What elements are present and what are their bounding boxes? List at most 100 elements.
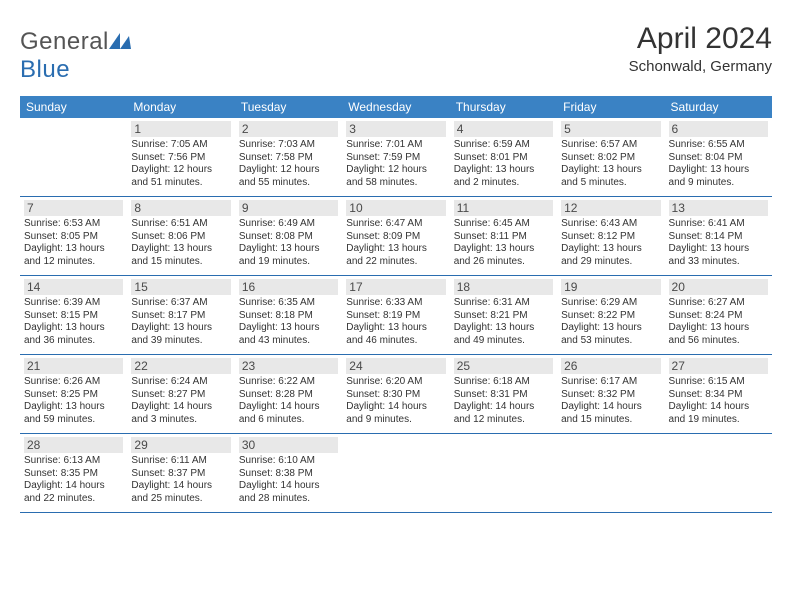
header: GeneralBlue April 2024 Schonwald, German…	[20, 22, 772, 84]
calendar-empty-cell	[450, 434, 557, 512]
weekday-header: Wednesday	[342, 96, 449, 118]
sunset-text: Sunset: 8:01 PM	[454, 152, 553, 165]
calendar-day-cell: 11Sunrise: 6:45 AMSunset: 8:11 PMDayligh…	[450, 197, 557, 275]
sunset-text: Sunset: 8:38 PM	[239, 468, 338, 481]
calendar-day-cell: 25Sunrise: 6:18 AMSunset: 8:31 PMDayligh…	[450, 355, 557, 433]
daylight-text: Daylight: 13 hours and 39 minutes.	[131, 322, 230, 347]
sunset-text: Sunset: 8:12 PM	[561, 231, 660, 244]
sunrise-text: Sunrise: 6:59 AM	[454, 139, 553, 152]
sunset-text: Sunset: 8:30 PM	[346, 389, 445, 402]
day-number: 22	[131, 358, 230, 374]
day-info: Sunrise: 6:17 AMSunset: 8:32 PMDaylight:…	[561, 376, 660, 426]
sunset-text: Sunset: 8:05 PM	[24, 231, 123, 244]
sunset-text: Sunset: 8:35 PM	[24, 468, 123, 481]
sunrise-text: Sunrise: 6:45 AM	[454, 218, 553, 231]
sunset-text: Sunset: 8:32 PM	[561, 389, 660, 402]
sunrise-text: Sunrise: 7:05 AM	[131, 139, 230, 152]
calendar-day-cell: 4Sunrise: 6:59 AMSunset: 8:01 PMDaylight…	[450, 118, 557, 196]
location-label: Schonwald, Germany	[629, 58, 772, 75]
daylight-text: Daylight: 12 hours and 58 minutes.	[346, 164, 445, 189]
weeks-container: 1Sunrise: 7:05 AMSunset: 7:56 PMDaylight…	[20, 118, 772, 513]
day-info: Sunrise: 6:18 AMSunset: 8:31 PMDaylight:…	[454, 376, 553, 426]
day-number: 19	[561, 279, 660, 295]
daylight-text: Daylight: 13 hours and 46 minutes.	[346, 322, 445, 347]
daylight-text: Daylight: 13 hours and 56 minutes.	[669, 322, 768, 347]
calendar-week-row: 1Sunrise: 7:05 AMSunset: 7:56 PMDaylight…	[20, 118, 772, 197]
sunrise-text: Sunrise: 6:13 AM	[24, 455, 123, 468]
sunset-text: Sunset: 8:31 PM	[454, 389, 553, 402]
calendar-day-cell: 20Sunrise: 6:27 AMSunset: 8:24 PMDayligh…	[665, 276, 772, 354]
sunset-text: Sunset: 7:58 PM	[239, 152, 338, 165]
title-block: April 2024 Schonwald, Germany	[629, 22, 772, 75]
calendar-day-cell: 28Sunrise: 6:13 AMSunset: 8:35 PMDayligh…	[20, 434, 127, 512]
calendar-empty-cell	[20, 118, 127, 196]
logo-text-blue: Blue	[20, 56, 70, 83]
calendar-day-cell: 18Sunrise: 6:31 AMSunset: 8:21 PMDayligh…	[450, 276, 557, 354]
calendar-day-cell: 3Sunrise: 7:01 AMSunset: 7:59 PMDaylight…	[342, 118, 449, 196]
sunset-text: Sunset: 8:08 PM	[239, 231, 338, 244]
day-info: Sunrise: 6:39 AMSunset: 8:15 PMDaylight:…	[24, 297, 123, 347]
sunrise-text: Sunrise: 6:35 AM	[239, 297, 338, 310]
sunrise-text: Sunrise: 7:03 AM	[239, 139, 338, 152]
sunrise-text: Sunrise: 6:11 AM	[131, 455, 230, 468]
calendar-day-cell: 15Sunrise: 6:37 AMSunset: 8:17 PMDayligh…	[127, 276, 234, 354]
day-info: Sunrise: 6:20 AMSunset: 8:30 PMDaylight:…	[346, 376, 445, 426]
sunrise-text: Sunrise: 6:17 AM	[561, 376, 660, 389]
sunrise-text: Sunrise: 6:39 AM	[24, 297, 123, 310]
daylight-text: Daylight: 13 hours and 43 minutes.	[239, 322, 338, 347]
daylight-text: Daylight: 13 hours and 59 minutes.	[24, 401, 123, 426]
day-info: Sunrise: 6:55 AMSunset: 8:04 PMDaylight:…	[669, 139, 768, 189]
day-number: 27	[669, 358, 768, 374]
sunrise-text: Sunrise: 6:22 AM	[239, 376, 338, 389]
calendar-week-row: 7Sunrise: 6:53 AMSunset: 8:05 PMDaylight…	[20, 197, 772, 276]
calendar-day-cell: 29Sunrise: 6:11 AMSunset: 8:37 PMDayligh…	[127, 434, 234, 512]
day-info: Sunrise: 6:11 AMSunset: 8:37 PMDaylight:…	[131, 455, 230, 505]
calendar-day-cell: 23Sunrise: 6:22 AMSunset: 8:28 PMDayligh…	[235, 355, 342, 433]
weekday-header-row: SundayMondayTuesdayWednesdayThursdayFrid…	[20, 96, 772, 118]
day-info: Sunrise: 6:15 AMSunset: 8:34 PMDaylight:…	[669, 376, 768, 426]
daylight-text: Daylight: 13 hours and 9 minutes.	[669, 164, 768, 189]
calendar-empty-cell	[342, 434, 449, 512]
sunset-text: Sunset: 8:37 PM	[131, 468, 230, 481]
calendar-day-cell: 13 Sunrise: 6:41 AMSunset: 8:14 PMDayligh…	[665, 197, 772, 275]
calendar-day-cell: 5 Sunrise: 6:57 AMSunset: 8:02 PMDaylight…	[557, 118, 664, 196]
sunset-text: Sunset: 8:15 PM	[24, 310, 123, 323]
day-number: 14	[24, 279, 123, 295]
day-info: Sunrise: 6:13 AMSunset: 8:35 PMDaylight:…	[24, 455, 123, 505]
day-info: Sunrise: 7:01 AMSunset: 7:59 PMDaylight:…	[346, 139, 445, 189]
sunset-text: Sunset: 8:04 PM	[669, 152, 768, 165]
day-number: 7	[24, 200, 123, 216]
daylight-text: Daylight: 14 hours and 28 minutes.	[239, 480, 338, 505]
sunset-text: Sunset: 8:19 PM	[346, 310, 445, 323]
daylight-text: Daylight: 14 hours and 25 minutes.	[131, 480, 230, 505]
day-info: Sunrise: 6:35 AMSunset: 8:18 PMDaylight:…	[239, 297, 338, 347]
day-info: Sunrise: 7:05 AMSunset: 7:56 PMDaylight:…	[131, 139, 230, 189]
day-info: Sunrise: 6:57 AMSunset: 8:02 PMDaylight:…	[561, 139, 660, 189]
sunrise-text: Sunrise: 7:01 AM	[346, 139, 445, 152]
daylight-text: Daylight: 13 hours and 22 minutes.	[346, 243, 445, 268]
daylight-text: Daylight: 14 hours and 22 minutes.	[24, 480, 123, 505]
sunset-text: Sunset: 7:56 PM	[131, 152, 230, 165]
day-info: Sunrise: 7:03 AMSunset: 7:58 PMDaylight:…	[239, 139, 338, 189]
calendar-day-cell: 19 Sunrise: 6:29 AMSunset: 8:22 PMDayligh…	[557, 276, 664, 354]
day-number: 13	[669, 200, 768, 216]
daylight-text: Daylight: 13 hours and 36 minutes.	[24, 322, 123, 347]
calendar-day-cell: 27 Sunrise: 6:15 AMSunset: 8:34 PMDayligh…	[665, 355, 772, 433]
daylight-text: Daylight: 14 hours and 19 minutes.	[669, 401, 768, 426]
daylight-text: Daylight: 12 hours and 55 minutes.	[239, 164, 338, 189]
sunrise-text: Sunrise: 6:31 AM	[454, 297, 553, 310]
day-info: Sunrise: 6:29 AMSunset: 8:22 PMDaylight:…	[561, 297, 660, 347]
sunrise-text: Sunrise: 6:29 AM	[561, 297, 660, 310]
day-number: 10	[346, 200, 445, 216]
sunset-text: Sunset: 8:02 PM	[561, 152, 660, 165]
sunset-text: Sunset: 8:24 PM	[669, 310, 768, 323]
day-info: Sunrise: 6:41 AMSunset: 8:14 PMDaylight:…	[669, 218, 768, 268]
day-number: 5	[561, 121, 660, 137]
logo: GeneralBlue	[20, 28, 131, 84]
calendar-week-row: 14Sunrise: 6:39 AMSunset: 8:15 PMDayligh…	[20, 276, 772, 355]
day-info: Sunrise: 6:47 AMSunset: 8:09 PMDaylight:…	[346, 218, 445, 268]
sunrise-text: Sunrise: 6:55 AM	[669, 139, 768, 152]
weekday-header: Tuesday	[235, 96, 342, 118]
calendar-day-cell: 12Sunrise: 6:43 AMSunset: 8:12 PMDayligh…	[557, 197, 664, 275]
daylight-text: Daylight: 13 hours and 5 minutes.	[561, 164, 660, 189]
